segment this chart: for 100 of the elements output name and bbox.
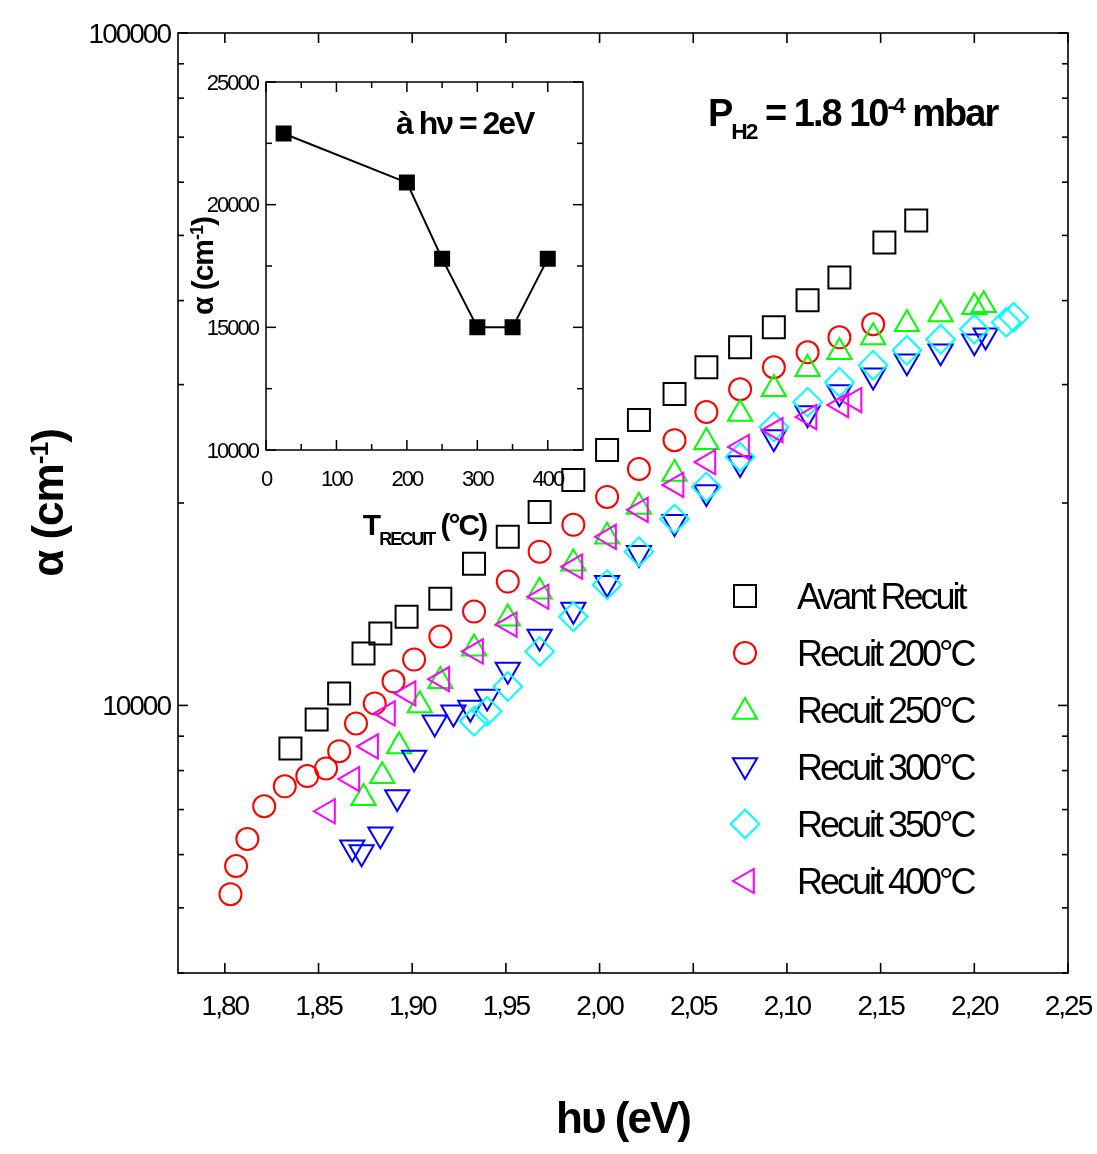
point <box>724 441 756 473</box>
point <box>990 307 1022 338</box>
point <box>998 302 1029 333</box>
point <box>694 400 719 425</box>
point <box>595 438 620 462</box>
point <box>795 288 820 313</box>
point <box>428 624 453 649</box>
x-tick-label: 2,15 <box>857 990 906 1021</box>
point <box>337 766 361 793</box>
point <box>925 324 956 355</box>
point <box>961 333 988 357</box>
y-tick-label: 20000 <box>206 192 260 218</box>
y-tick-label: 100000 <box>88 17 172 49</box>
point <box>904 208 929 233</box>
point <box>827 265 852 290</box>
point <box>495 569 520 594</box>
legend-label: Recuit 400°C <box>797 860 976 902</box>
point <box>393 680 417 707</box>
x-tick-label: 100 <box>321 466 354 491</box>
point <box>304 707 329 732</box>
point <box>494 603 521 627</box>
x-axis-title: T$_{RECUIT}$ (°C) <box>362 508 488 549</box>
point <box>252 794 277 819</box>
point <box>795 340 820 365</box>
point <box>761 315 786 340</box>
point <box>761 355 786 380</box>
point <box>694 355 719 380</box>
point <box>428 586 453 611</box>
x-tick-label: 2,10 <box>763 990 812 1021</box>
point <box>758 411 790 443</box>
point <box>626 457 651 481</box>
point <box>369 761 396 785</box>
point <box>872 230 897 255</box>
point <box>839 386 863 414</box>
x-tick-label: 1,90 <box>388 990 437 1021</box>
legend-label: Recuit 250°C <box>797 689 976 731</box>
point <box>421 714 448 738</box>
point <box>527 539 552 564</box>
point <box>381 669 406 694</box>
point <box>494 611 518 638</box>
point <box>218 882 243 907</box>
point <box>662 428 687 453</box>
point <box>792 386 823 418</box>
point <box>384 789 411 813</box>
point <box>460 638 484 665</box>
point <box>626 408 651 433</box>
point <box>527 499 552 524</box>
point <box>860 367 887 391</box>
point <box>385 731 413 755</box>
point <box>623 536 655 567</box>
point <box>462 599 487 624</box>
point <box>662 382 687 407</box>
legend-label: Avant Recuit <box>797 575 968 617</box>
point <box>372 700 396 727</box>
point <box>561 512 586 537</box>
point <box>691 471 722 503</box>
point <box>860 322 887 346</box>
point <box>970 290 997 314</box>
point <box>927 343 954 367</box>
x-tick-label: 1,80 <box>201 990 250 1021</box>
x-tick-label: 2,20 <box>951 990 999 1021</box>
point <box>625 544 653 568</box>
point <box>235 826 260 851</box>
point <box>314 756 339 781</box>
point <box>327 739 352 764</box>
point <box>727 433 750 461</box>
point <box>524 636 555 667</box>
point <box>661 471 685 498</box>
point <box>861 312 886 337</box>
point <box>350 783 377 806</box>
x-tick-label: 2,25 <box>1044 990 1093 1021</box>
y-tick-label: 10000 <box>206 437 260 463</box>
point <box>728 335 753 360</box>
legend-label: Recuit 350°C <box>797 803 976 845</box>
point <box>826 337 853 361</box>
point <box>961 292 988 316</box>
point <box>460 633 488 657</box>
point <box>857 349 889 381</box>
point <box>659 503 690 535</box>
point <box>891 334 923 366</box>
legend-label: Recuit 300°C <box>797 746 976 788</box>
point <box>312 798 336 825</box>
point <box>495 524 520 549</box>
point <box>471 696 503 727</box>
point <box>348 844 375 868</box>
point <box>826 384 853 408</box>
point <box>492 671 524 702</box>
point <box>339 839 366 863</box>
point <box>275 125 292 142</box>
x-tick-label: 200 <box>391 466 424 491</box>
point <box>728 377 753 402</box>
point <box>458 706 490 737</box>
point <box>560 548 587 572</box>
point <box>593 521 621 545</box>
y-tick-label: 10000 <box>102 690 172 722</box>
point <box>224 854 249 878</box>
point <box>504 319 521 336</box>
point <box>526 583 550 610</box>
point <box>693 427 720 450</box>
point <box>368 621 393 646</box>
